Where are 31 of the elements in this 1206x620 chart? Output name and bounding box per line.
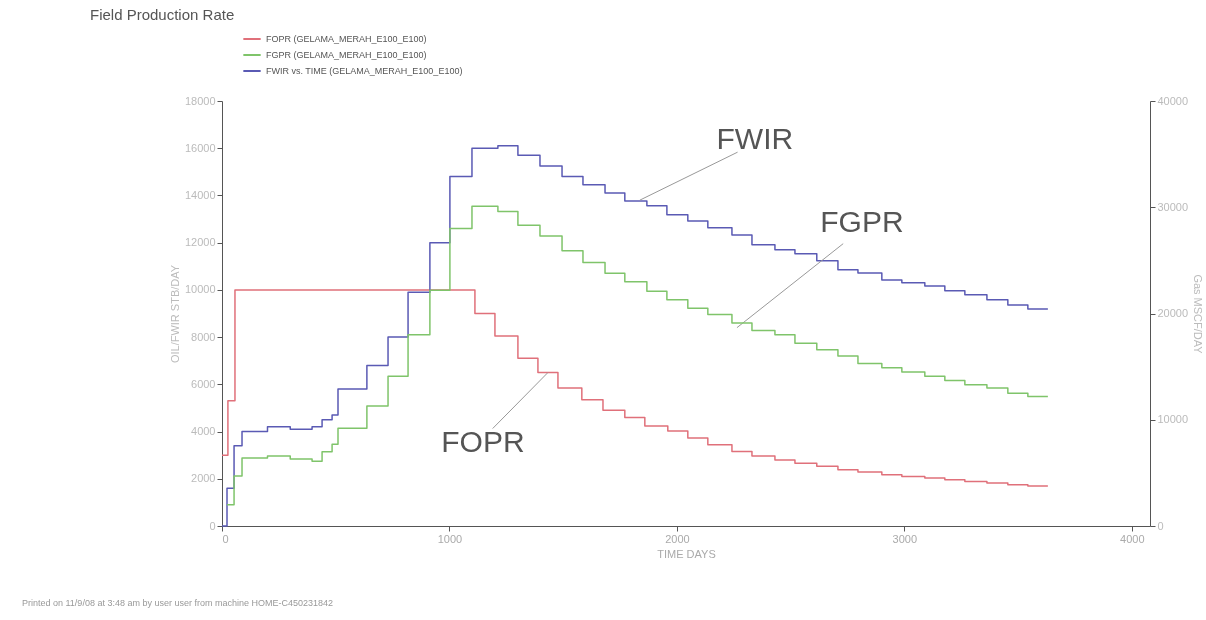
y-tick-label: 4000 <box>191 425 216 438</box>
y2-tick-label: 0 <box>1157 519 1164 532</box>
legend-label: FWIR vs. TIME (GELAMA_MERAH_E100_E100) <box>266 66 463 76</box>
y2-tick-label: 20000 <box>1157 307 1189 319</box>
text: Printed on 11/9/08 at 3:48 am by user user from machine HOME-C450231842 <box>22 598 334 608</box>
annotation: FOPR <box>441 424 525 458</box>
x-tick-label: 4000 <box>1120 532 1145 545</box>
y2-tick-label: 10000 <box>1157 413 1189 426</box>
y-tick-label: 16000 <box>184 141 216 154</box>
x-tick-label: 1000 <box>437 532 463 545</box>
x-axis-title: TIME DAYS <box>657 547 716 560</box>
x-tick-label: 2000 <box>665 532 690 545</box>
y-tick-label: 12000 <box>184 236 216 249</box>
y-tick-label: 0 <box>209 519 216 532</box>
y-tick-label: 2000 <box>191 472 216 485</box>
annotation: FWIR <box>716 122 794 156</box>
y2-axis-title: Gas MSCF/DAY <box>1192 274 1205 355</box>
y-tick-label: 8000 <box>191 330 216 343</box>
annotation: FGPR <box>820 204 904 238</box>
legend-label: FOPR (GELAMA_MERAH_E100_E100) <box>266 34 427 44</box>
y-tick-label: 6000 <box>191 377 216 390</box>
y-axis-title: OIL/FWIR STB/DAY <box>168 264 181 364</box>
chart-title: Field Production Rate <box>90 6 235 23</box>
y-tick-label: 10000 <box>184 283 216 296</box>
legend-label: FGPR (GELAMA_MERAH_E100_E100) <box>266 50 427 60</box>
y2-tick-label: 30000 <box>1157 200 1189 213</box>
y-tick-label: 18000 <box>184 94 216 107</box>
y-tick-label: 14000 <box>184 188 216 201</box>
x-tick-label: 3000 <box>892 532 918 545</box>
y2-tick-label: 40000 <box>1157 94 1189 107</box>
x-tick-label: 0 <box>222 532 229 545</box>
